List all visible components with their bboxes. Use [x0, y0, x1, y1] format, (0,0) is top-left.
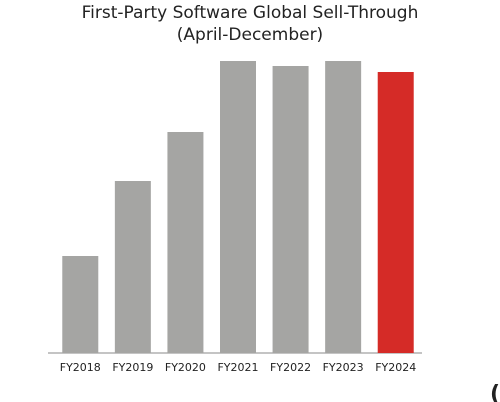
bar	[62, 256, 99, 353]
x-tick-label: FY2020	[165, 361, 206, 374]
chart-title: First-Party Software Global Sell-Through	[82, 3, 419, 23]
x-tick-label: FY2018	[60, 361, 101, 374]
bar	[114, 181, 151, 353]
x-tick-label: FY2019	[112, 361, 153, 374]
bar	[167, 132, 204, 353]
x-tick-label: FY2023	[323, 361, 364, 374]
bar	[272, 66, 309, 353]
x-tick-label: FY2024	[375, 361, 416, 374]
bar	[377, 72, 414, 353]
chart-subtitle: (April-December)	[177, 25, 323, 45]
annotation: (	[490, 382, 500, 402]
x-tick-label: FY2021	[217, 361, 258, 374]
bar	[325, 61, 362, 353]
x-tick-label: FY2022	[270, 361, 311, 374]
bar	[220, 61, 256, 353]
